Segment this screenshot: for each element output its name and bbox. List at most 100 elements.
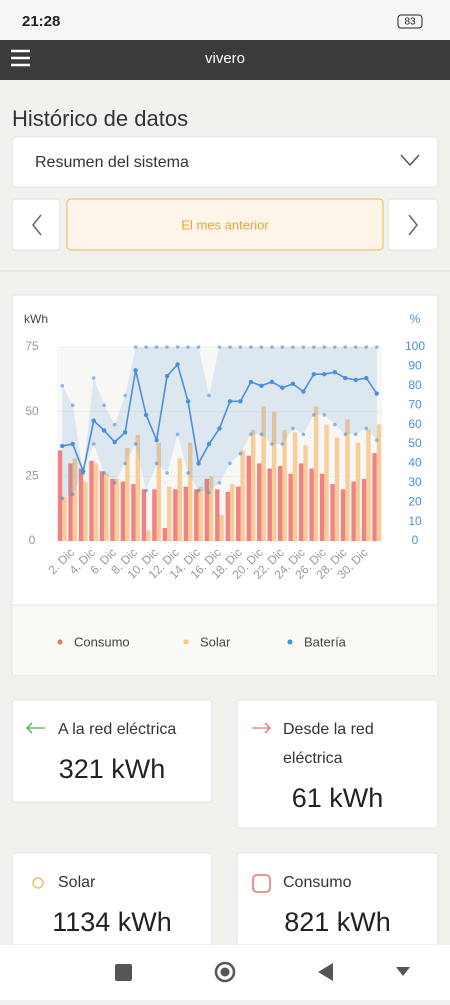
battery-dot	[133, 368, 138, 373]
band-dot	[333, 422, 337, 427]
card-value: 321 kWh	[59, 754, 166, 784]
bar	[340, 489, 346, 541]
bar	[236, 486, 241, 541]
band-dot	[112, 422, 117, 427]
bar	[204, 478, 210, 541]
battery-dot	[122, 430, 128, 435]
band-dot	[207, 490, 211, 495]
bar	[219, 515, 224, 541]
card-icon	[32, 877, 44, 889]
bar	[177, 458, 182, 541]
bar	[225, 491, 230, 541]
bar	[319, 473, 325, 541]
battery-dot	[217, 426, 222, 431]
bar	[366, 429, 371, 541]
battery-dot	[70, 441, 75, 447]
card-icon	[252, 874, 271, 893]
band-dot	[70, 403, 75, 408]
dropdown-arrow	[400, 154, 420, 167]
bar	[345, 419, 350, 541]
battery-dot	[259, 383, 264, 388]
band-dot	[144, 345, 148, 349]
bar	[278, 465, 283, 541]
menu-button[interactable]	[11, 49, 30, 67]
battery-dot	[60, 443, 65, 449]
bar	[292, 432, 298, 541]
card-icon-head	[264, 722, 271, 734]
band-dot	[175, 432, 180, 437]
bar	[114, 478, 120, 541]
bar	[355, 442, 361, 541]
band-dot	[186, 471, 190, 475]
battery-band	[62, 347, 377, 499]
battery-dot	[238, 399, 243, 404]
band-dot	[102, 403, 106, 408]
battery-dot	[343, 375, 348, 381]
y2-tick-label: 60	[408, 417, 422, 431]
app-bar	[0, 40, 450, 80]
nav-home[interactable]	[214, 961, 236, 983]
band-dot	[133, 442, 138, 446]
battery-dot	[322, 371, 327, 377]
bar	[68, 463, 73, 541]
band-dot	[312, 413, 316, 417]
card-title: Consumo	[283, 874, 352, 891]
card-value: 61 kWh	[292, 783, 384, 813]
period-button[interactable]	[66, 198, 384, 251]
nav-back[interactable]	[318, 963, 333, 981]
band-dot	[322, 345, 327, 349]
y-tick-label: 50	[25, 404, 39, 418]
dropdown-label: Resumen del sistema	[35, 154, 189, 171]
nav-recents[interactable]	[115, 964, 132, 981]
bar	[267, 468, 272, 541]
bar	[198, 486, 203, 541]
prev-arrow	[32, 214, 42, 236]
legend-label: Consumo	[74, 634, 130, 649]
card-icon-head	[26, 722, 33, 734]
bar	[309, 468, 314, 541]
band-dot	[238, 345, 243, 349]
y2-tick-label: 50	[408, 436, 422, 450]
battery-dot	[164, 373, 170, 379]
bar	[372, 453, 377, 541]
band-dot	[270, 345, 274, 349]
y2-tick-label: 90	[408, 359, 422, 373]
band-dot	[60, 384, 65, 388]
prev-button[interactable]	[11, 198, 61, 251]
band-dot	[91, 376, 96, 380]
bar	[334, 437, 340, 541]
bar	[93, 463, 99, 541]
dropdown[interactable]	[11, 136, 439, 188]
bar	[324, 424, 329, 541]
bar	[209, 476, 214, 541]
band-dot	[353, 345, 358, 349]
bar	[194, 489, 199, 541]
band-dot	[228, 461, 232, 466]
card-title: Solar	[58, 874, 96, 891]
y-tick-label: 75	[25, 339, 39, 353]
battery-dot	[353, 377, 358, 383]
band-dot	[91, 442, 96, 446]
bar	[229, 484, 235, 541]
bar	[83, 481, 88, 541]
band-dot	[364, 426, 369, 431]
next-button[interactable]	[387, 198, 439, 251]
bar	[288, 473, 293, 541]
bar	[271, 411, 277, 541]
band-dot	[228, 345, 232, 349]
band-dot	[270, 442, 274, 446]
nav-assist[interactable]	[396, 967, 410, 976]
card-title: Desde la red	[283, 721, 374, 738]
y2-axis-label: %	[410, 312, 421, 326]
band-dot	[60, 496, 65, 501]
band-dot	[249, 432, 253, 437]
y-axis-label: kWh	[24, 312, 48, 326]
nav-home-dot	[220, 967, 230, 977]
bar	[303, 445, 308, 541]
battery-dot	[269, 379, 275, 385]
bar	[78, 468, 84, 541]
bar	[120, 481, 126, 541]
band-dot	[280, 345, 285, 349]
band-dot	[175, 345, 180, 349]
bar	[152, 489, 157, 541]
